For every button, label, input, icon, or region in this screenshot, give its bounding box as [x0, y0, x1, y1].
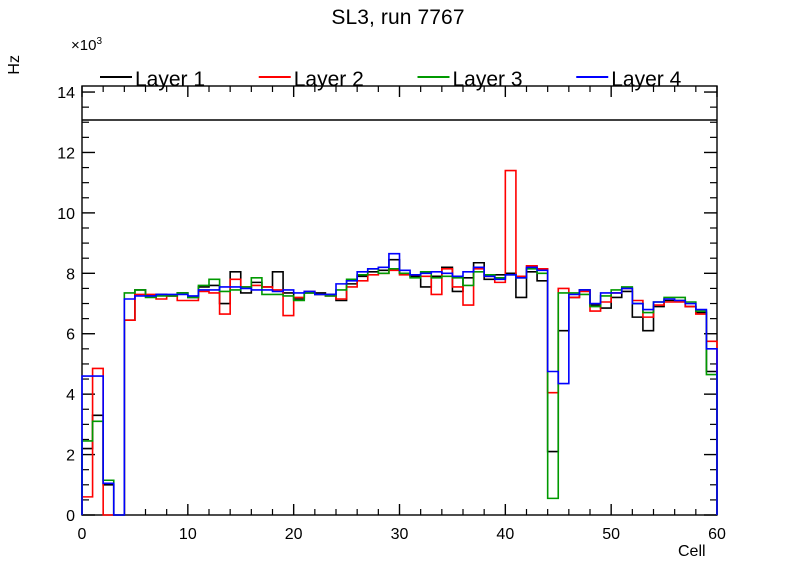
legend-label-layer-1: Layer 1 [135, 68, 205, 91]
data-series-group [81, 169, 718, 516]
y-tick-label: 12 [57, 145, 75, 162]
y-tick-label: 10 [57, 206, 75, 223]
series-line-layer-4 [81, 252, 718, 516]
x-tick-label: 10 [179, 526, 197, 543]
y-axis-exponent: ×103 [71, 36, 102, 54]
y-tick-label: 8 [66, 266, 75, 283]
y-tick-label: 14 [57, 85, 75, 102]
x-tick-label: 0 [78, 526, 87, 543]
chart-title: SL3, run 7767 [331, 6, 465, 29]
y-tick-label: 6 [66, 327, 75, 344]
y-tick-label: 4 [66, 387, 75, 404]
x-tick-label: 40 [496, 526, 514, 543]
legend-label-layer-3: Layer 3 [453, 68, 523, 91]
x-tick-label: 60 [708, 526, 726, 543]
series-line-layer-2 [81, 169, 718, 516]
x-tick-label: 20 [285, 526, 303, 543]
series-line-layer-3 [81, 267, 718, 516]
y-tick-label: 0 [66, 508, 75, 525]
y-axis-exponent-power: 3 [96, 36, 103, 47]
x-tick-label: 50 [602, 526, 620, 543]
y-axis-exponent-base: ×10 [71, 37, 97, 54]
legend-label-layer-4: Layer 4 [611, 68, 681, 91]
axis-tick-labels: 0 10 20 30 40 50 60 0 2 4 6 8 10 12 14 [57, 85, 726, 543]
y-tick-label: 2 [66, 448, 75, 465]
legend-label-layer-2: Layer 2 [294, 68, 364, 91]
x-axis-title: Cell [678, 543, 706, 560]
chart-legend: Layer 1 Layer 2 Layer 3 Layer 4 [100, 68, 682, 91]
x-tick-label: 30 [391, 526, 409, 543]
